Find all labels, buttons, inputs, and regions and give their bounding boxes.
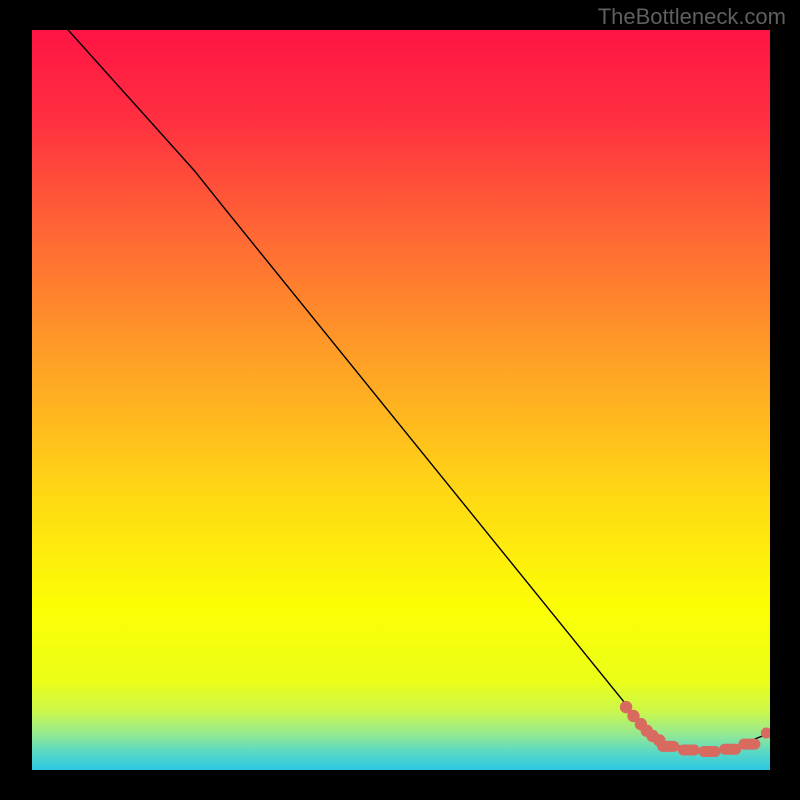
marker-dash xyxy=(719,744,741,755)
marker-dash xyxy=(738,739,760,750)
chart-svg xyxy=(32,30,770,770)
marker-dash xyxy=(698,746,720,757)
gradient-background xyxy=(32,30,770,770)
marker-dash xyxy=(678,745,700,756)
plot-area xyxy=(32,30,770,770)
chart-container: TheBottleneck.com xyxy=(0,0,800,800)
watermark-text: TheBottleneck.com xyxy=(598,4,786,30)
marker-dash xyxy=(657,741,679,752)
